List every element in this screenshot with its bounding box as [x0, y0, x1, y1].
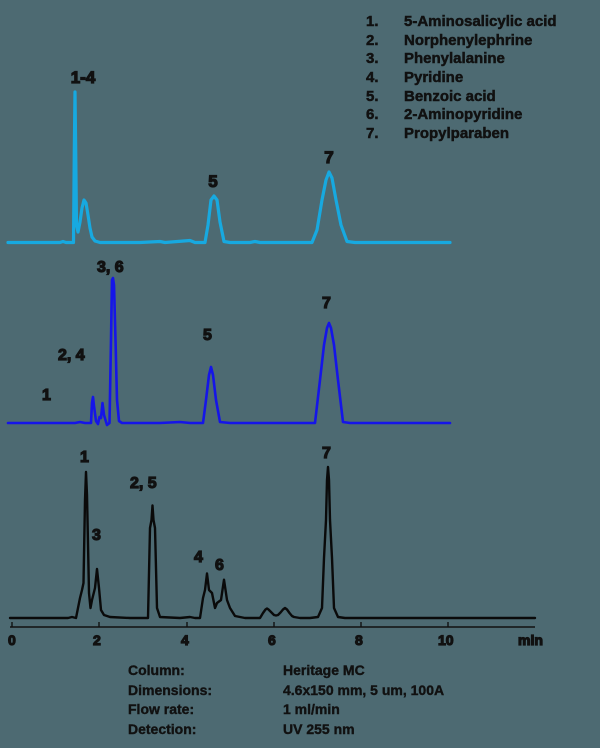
svg-text:3, 6: 3, 6 — [97, 259, 124, 276]
svg-text:7: 7 — [324, 148, 333, 167]
svg-text:4: 4 — [194, 549, 203, 566]
svg-text:6: 6 — [215, 557, 224, 574]
svg-text:2, 5: 2, 5 — [130, 475, 157, 492]
svg-text:5: 5 — [208, 172, 217, 191]
svg-text:2: 2 — [93, 632, 101, 648]
svg-text:4: 4 — [181, 632, 189, 648]
svg-text:0: 0 — [8, 632, 16, 648]
svg-text:1: 1 — [42, 387, 51, 404]
svg-text:10: 10 — [438, 632, 454, 648]
svg-text:1-4: 1-4 — [71, 68, 96, 87]
svg-text:6: 6 — [268, 632, 276, 648]
svg-text:min: min — [518, 632, 543, 648]
svg-text:7: 7 — [322, 295, 331, 312]
svg-text:7: 7 — [322, 445, 331, 462]
svg-text:5: 5 — [203, 327, 212, 344]
svg-text:8: 8 — [355, 632, 363, 648]
svg-text:2, 4: 2, 4 — [58, 347, 85, 364]
svg-text:3: 3 — [92, 527, 101, 544]
svg-text:1: 1 — [80, 449, 89, 466]
